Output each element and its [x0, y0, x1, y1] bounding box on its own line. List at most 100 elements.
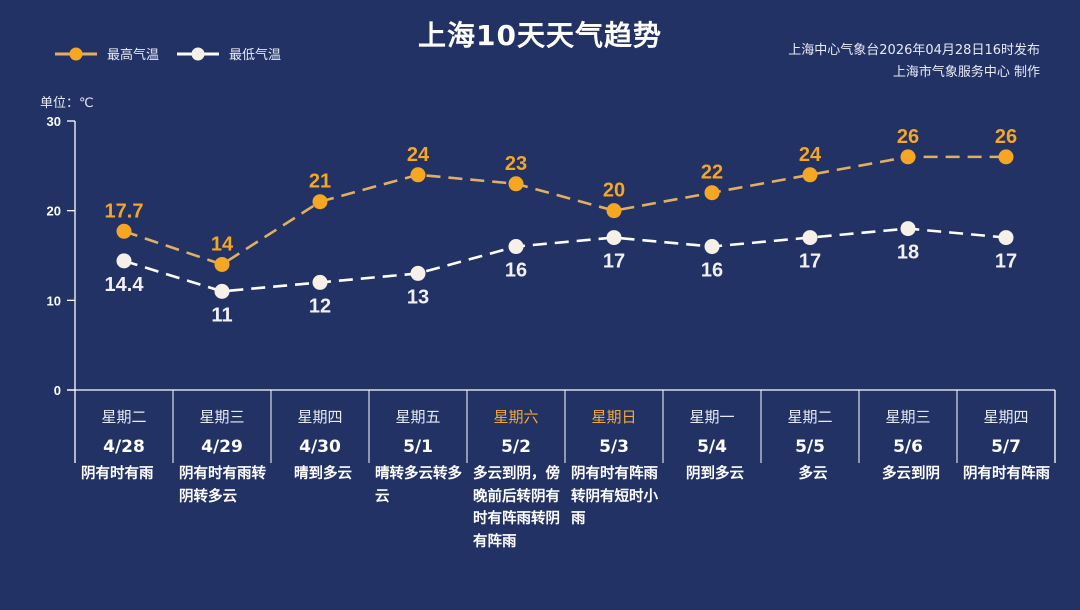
high-temp-point [998, 149, 1014, 165]
weekday-label: 星期五 [395, 408, 441, 426]
day-column: 星期五 5/1 [369, 390, 467, 457]
high-temp-line [123, 155, 1006, 266]
legend-item-high: 最高气温 [55, 44, 159, 63]
low-temp-value: 16 [505, 260, 527, 282]
low-temp-marker-icon [177, 47, 220, 60]
high-temp-value: 26 [995, 126, 1017, 148]
chart-value-labels: 17.7 14 21 24 23 20 22 24 26 26 14.4 11 12 13 16 17 16 17… [105, 126, 1018, 327]
high-temp-point [606, 203, 622, 219]
date-label: 5/5 [795, 437, 825, 457]
high-temp-point [802, 167, 818, 183]
weekday-label: 星期三 [885, 408, 931, 426]
source-line-2: 上海市气象服务中心 制作 [892, 65, 1040, 80]
low-temp-point [802, 230, 818, 246]
weather-description: 晴转多云转多云 [375, 466, 462, 505]
low-temp-line [123, 227, 1007, 293]
day-column: 星期日 5/3 [565, 390, 663, 457]
low-temp-value: 17 [995, 251, 1017, 273]
weather-description: 阴有时有阵雨转阴有短时小雨 [571, 466, 658, 527]
day-column: 星期二 5/5 [761, 390, 859, 457]
low-temp-point [900, 221, 916, 237]
weather-description: 阴有时有雨转阴转多云 [179, 466, 266, 505]
high-temp-marker-icon [55, 47, 97, 60]
high-temp-point [410, 167, 426, 183]
high-temp-value: 24 [407, 144, 430, 166]
low-temp-point [508, 239, 524, 255]
low-temp-point [116, 253, 132, 269]
legend: 最高气温 最低气温 [55, 44, 281, 63]
low-temp-point [606, 230, 622, 246]
chart-points [116, 149, 1014, 299]
low-temp-value: 17 [603, 251, 625, 273]
low-temp-point [214, 283, 230, 299]
low-temp-value: 14.4 [105, 274, 145, 296]
weekday-label: 星期四 [983, 408, 1029, 426]
high-temp-value: 22 [701, 162, 723, 184]
y-tick-label: 20 [47, 204, 61, 219]
high-temp-value: 20 [603, 180, 625, 202]
high-temp-value: 23 [505, 153, 527, 175]
low-temp-value: 18 [897, 242, 919, 264]
date-label: 5/7 [991, 437, 1021, 457]
low-temp-value: 17 [799, 251, 821, 273]
weather-description: 多云 [798, 466, 828, 482]
date-label: 5/2 [501, 437, 531, 457]
day-column: 星期四 5/7 [957, 390, 1055, 457]
day-column: 星期六 5/2 [467, 390, 565, 457]
low-temp-point [998, 230, 1014, 246]
low-temp-value: 12 [309, 295, 331, 317]
date-label: 5/3 [599, 437, 629, 457]
chart-lines [123, 155, 1007, 293]
weather-description: 阴到多云 [686, 466, 744, 482]
weather-description: 阴有时有雨 [81, 466, 154, 482]
weekday-label: 星期一 [689, 408, 735, 426]
high-temp-value: 14 [211, 233, 234, 255]
low-temp-value: 11 [211, 304, 232, 326]
high-temp-point [900, 149, 916, 165]
high-temp-value: 26 [897, 126, 919, 148]
date-label: 4/28 [103, 437, 145, 457]
weekday-label: 星期六 [493, 408, 539, 426]
legend-low-label: 最低气温 [229, 48, 282, 63]
high-temp-point [508, 176, 524, 192]
source-line-1: 上海中心气象台2026年04月28日16时发布 [788, 43, 1040, 58]
high-temp-value: 24 [799, 144, 822, 166]
y-tick-label: 10 [47, 293, 61, 308]
unit-label: 单位：℃ [40, 96, 94, 111]
y-tick-label: 30 [47, 114, 61, 129]
low-temp-point [410, 265, 426, 281]
legend-high-label: 最高气温 [107, 48, 160, 63]
date-label: 5/1 [403, 437, 433, 457]
low-temp-value: 16 [701, 260, 723, 282]
weekday-label: 星期二 [101, 408, 147, 426]
day-column: 星期四 4/30 [271, 390, 369, 457]
day-column: 星期一 5/4 [663, 390, 761, 457]
date-label: 5/4 [697, 437, 727, 457]
date-label: 4/29 [201, 437, 243, 457]
weekday-label: 星期三 [199, 408, 245, 426]
legend-item-low: 最低气温 [177, 44, 281, 63]
date-label: 5/6 [893, 437, 923, 457]
low-temp-point [704, 239, 720, 255]
weather-description: 晴到多云 [294, 466, 352, 482]
day-column: 星期三 5/6 [859, 390, 957, 457]
low-temp-point [312, 274, 328, 290]
high-temp-value: 21 [309, 171, 331, 193]
date-label: 4/30 [299, 437, 341, 457]
source-info: 上海中心气象台2026年04月28日16时发布 上海市气象服务中心 制作 [788, 40, 1040, 84]
weekday-label: 星期二 [787, 408, 833, 426]
day-column: 星期二 4/28 [75, 390, 173, 457]
weekday-label: 星期日 [591, 408, 637, 426]
y-tick-label: 0 [54, 383, 61, 398]
high-temp-point [312, 194, 328, 210]
high-temp-point [704, 185, 720, 201]
day-column: 星期三 4/29 [173, 390, 271, 457]
weekday-label: 星期四 [297, 408, 343, 426]
weather-description: 多云到阴 [882, 466, 940, 482]
high-temp-point [116, 223, 132, 239]
high-temp-point [214, 256, 230, 272]
weather-description: 阴有时有阵雨 [963, 466, 1050, 482]
low-temp-value: 13 [407, 286, 429, 308]
chart-axes: 0 10 20 30 [47, 114, 1056, 463]
